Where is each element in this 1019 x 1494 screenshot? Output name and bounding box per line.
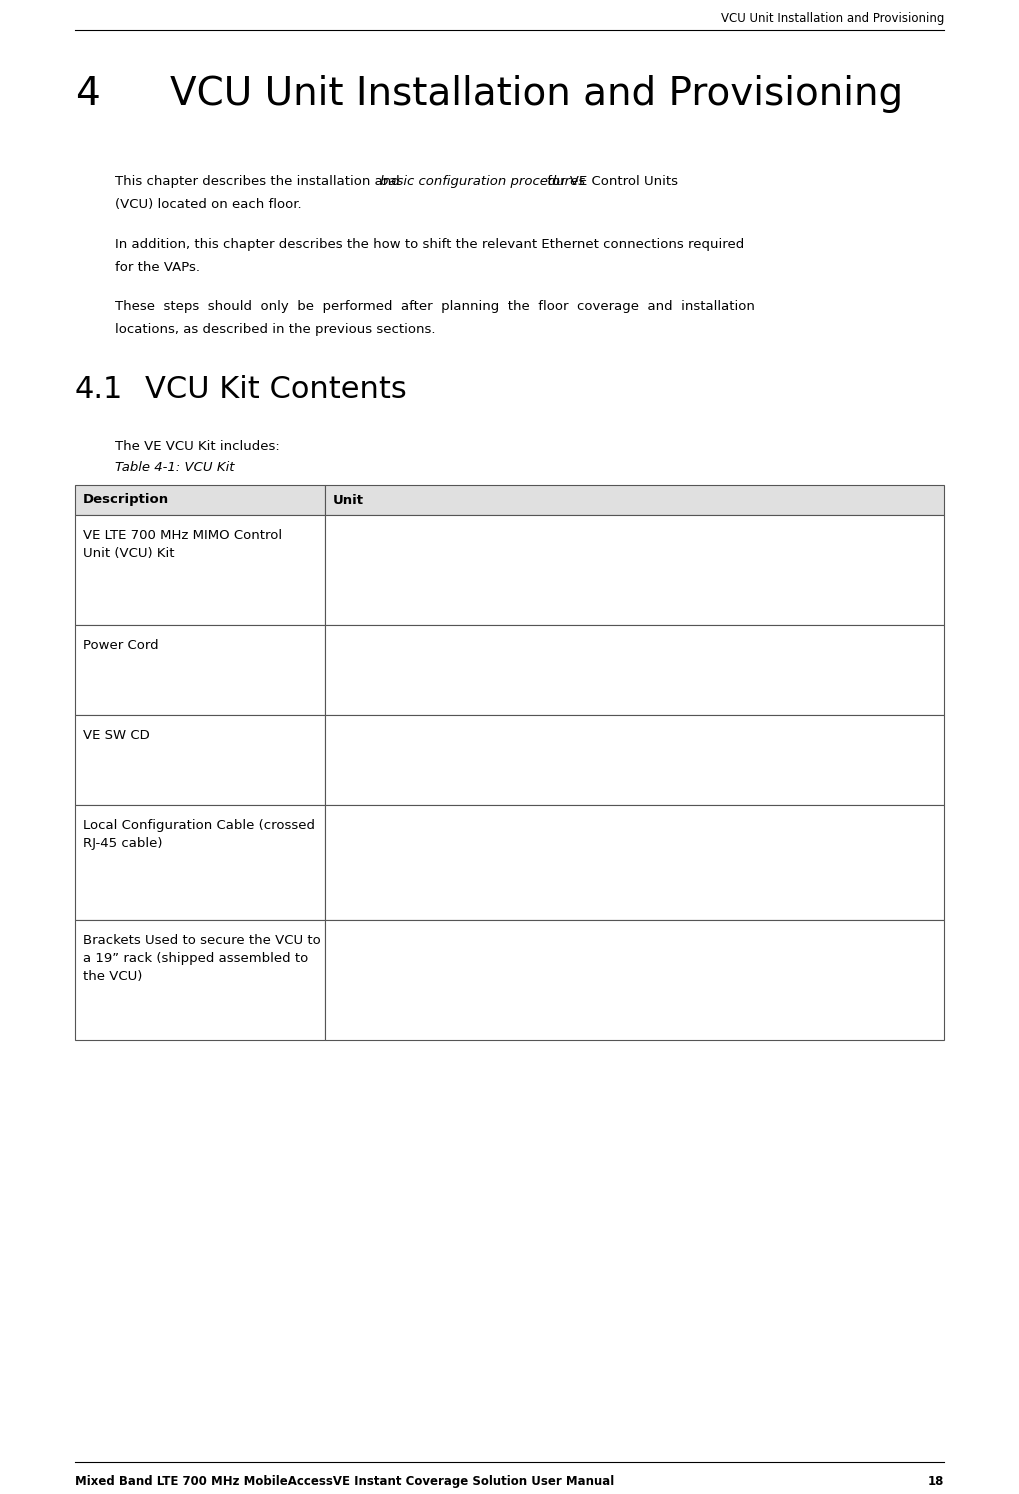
Text: Unit: Unit (333, 493, 364, 506)
Bar (325, 624, 944, 716)
Bar (325, 805, 944, 920)
Text: VE SW CD: VE SW CD (83, 729, 150, 743)
Bar (325, 920, 944, 1040)
Bar (75, 515, 325, 624)
Text: VCU Kit Contents: VCU Kit Contents (145, 375, 407, 403)
Bar (75, 486, 325, 515)
Text: 4: 4 (75, 75, 100, 114)
Text: RJ-45 cable): RJ-45 cable) (83, 837, 162, 850)
Text: locations, as described in the previous sections.: locations, as described in the previous … (115, 323, 435, 336)
Text: Table 4-1: VCU Kit: Table 4-1: VCU Kit (115, 462, 234, 474)
Text: In addition, this chapter describes the how to shift the relevant Ethernet conne: In addition, this chapter describes the … (115, 238, 744, 251)
Bar (325, 486, 944, 515)
Text: Local Configuration Cable (crossed: Local Configuration Cable (crossed (83, 819, 315, 832)
Text: VE LTE 700 MHz MIMO Control: VE LTE 700 MHz MIMO Control (83, 529, 282, 542)
Text: VCU Unit Installation and Provisioning: VCU Unit Installation and Provisioning (720, 12, 944, 25)
Text: Brackets Used to secure the VCU to: Brackets Used to secure the VCU to (83, 934, 321, 947)
Text: 4.1: 4.1 (75, 375, 123, 403)
Bar (325, 515, 944, 624)
Text: Power Cord: Power Cord (83, 639, 159, 651)
Text: This chapter describes the installation and: This chapter describes the installation … (115, 175, 404, 188)
Bar (75, 920, 325, 1040)
Text: The VE VCU Kit includes:: The VE VCU Kit includes: (115, 441, 280, 453)
Bar (75, 805, 325, 920)
Bar (75, 624, 325, 716)
Text: basic configuration procedures: basic configuration procedures (380, 175, 585, 188)
Bar (325, 716, 944, 805)
Text: (VCU) located on each floor.: (VCU) located on each floor. (115, 199, 302, 211)
Text: the VCU): the VCU) (83, 970, 143, 983)
Text: These  steps  should  only  be  performed  after  planning  the  floor  coverage: These steps should only be performed aft… (115, 300, 755, 314)
Text: 18: 18 (927, 1475, 944, 1488)
Bar (75, 716, 325, 805)
Text: for VE Control Units: for VE Control Units (543, 175, 678, 188)
Text: for the VAPs.: for the VAPs. (115, 261, 200, 273)
Text: Unit (VCU) Kit: Unit (VCU) Kit (83, 547, 174, 560)
Text: Description: Description (83, 493, 169, 506)
Text: Mixed Band LTE 700 MHz MobileAccessVE Instant Coverage Solution User Manual: Mixed Band LTE 700 MHz MobileAccessVE In… (75, 1475, 614, 1488)
Text: VCU Unit Installation and Provisioning: VCU Unit Installation and Provisioning (170, 75, 903, 114)
Text: a 19” rack (shipped assembled to: a 19” rack (shipped assembled to (83, 952, 309, 965)
